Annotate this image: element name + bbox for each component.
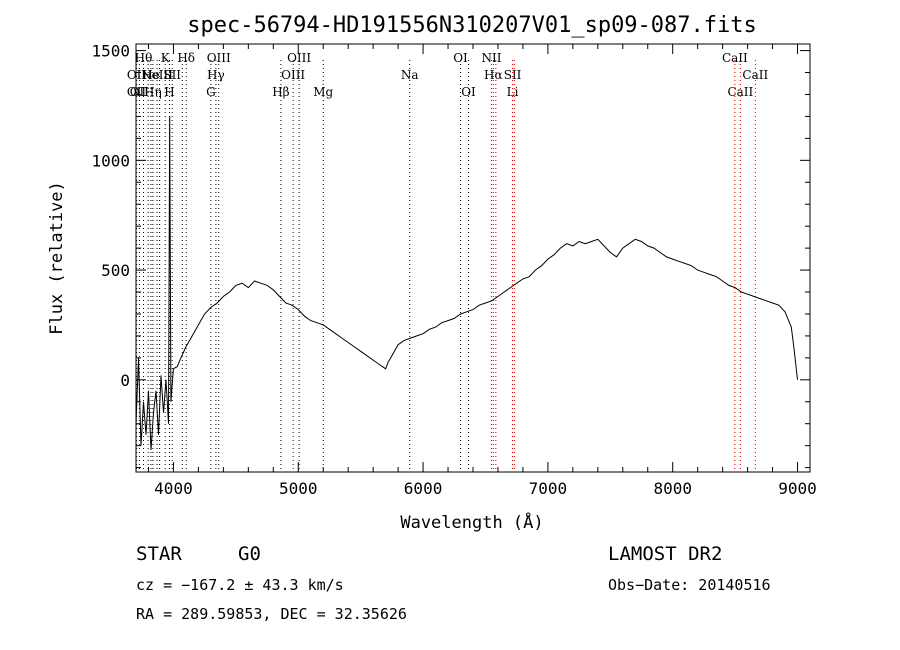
spectral-line-label: Li xyxy=(507,85,519,99)
plot-frame xyxy=(135,43,811,473)
spectral-line-label: G xyxy=(206,85,216,99)
redshift-velocity: cz = −167.2 ± 43.3 km/s xyxy=(136,576,344,594)
spectral-line-label: Na xyxy=(401,68,419,82)
spectral-line-label: Hθ xyxy=(135,51,153,65)
spectral-line-label: OIII xyxy=(207,51,231,65)
spectral-line-label: Hβ xyxy=(272,85,289,99)
y-axis-label: Flux (relative) xyxy=(47,181,67,335)
x-tick-label: 6000 xyxy=(404,479,443,498)
spectral-subclass: G0 xyxy=(238,543,261,565)
spectral-line-label: H xyxy=(164,85,174,99)
spectral-line-label: OII xyxy=(127,68,147,82)
x-tick-label: 9000 xyxy=(778,479,817,498)
spectrum-series-line xyxy=(135,116,798,451)
spectral-line-label: He xyxy=(142,68,160,82)
spectral-line-label: Hδ xyxy=(177,51,195,65)
spectral-line-label: NII xyxy=(481,51,501,65)
spectral-line-labels: OIIOIIOIIHθHeHηNeIIIKHSIIHδGHγOIIIHβOIII… xyxy=(127,51,769,99)
object-type: STAR xyxy=(136,543,182,565)
spectral-line-label: OI xyxy=(461,85,476,99)
spectral-line-label: NeIII xyxy=(141,68,173,82)
x-tick-label: 8000 xyxy=(653,479,692,498)
spectral-line-label: CaII xyxy=(742,68,768,82)
spectral-line-label: CaII xyxy=(727,85,753,99)
spectral-line-label: K xyxy=(161,51,171,65)
spectral-line-label: Hη xyxy=(144,85,162,99)
spectral-line-label: SII xyxy=(504,68,522,82)
spectral-line-label: Hα xyxy=(484,68,503,82)
spectral-line-label: OIII xyxy=(287,51,311,65)
chart-title: spec-56794-HD191556N310207V01_sp09-087.f… xyxy=(187,13,757,38)
spectral-line-label: Hγ xyxy=(207,68,225,82)
axis-ticks: 4000 5000 6000 7000 8000 9000 0 500 1000 1500 xyxy=(91,42,816,498)
y-tick-label: 1500 xyxy=(91,42,130,61)
x-tick-label: 7000 xyxy=(529,479,568,498)
spectral-line-label: OI xyxy=(453,51,468,65)
spectral-line-markers xyxy=(135,60,756,472)
sky-coordinates: RA = 289.59853, DEC = 32.35626 xyxy=(136,605,407,623)
x-axis-label: Wavelength (Å) xyxy=(400,511,543,533)
y-tick-label: 500 xyxy=(101,261,130,280)
observation-date: Obs−Date: 20140516 xyxy=(608,576,771,594)
spectral-line-label: Mg xyxy=(313,85,333,99)
spectral-line-label: SII xyxy=(163,68,181,82)
y-tick-label: 0 xyxy=(120,371,130,390)
spectral-line-label: OIII xyxy=(281,68,305,82)
spectral-line-label: OII xyxy=(130,85,150,99)
spectral-line-label: OII xyxy=(127,85,147,99)
spectral-line-label: CaII xyxy=(722,51,748,65)
survey-name: LAMOST DR2 xyxy=(608,543,723,565)
y-tick-label: 1000 xyxy=(91,151,130,170)
x-tick-label: 4000 xyxy=(154,479,193,498)
x-tick-label: 5000 xyxy=(279,479,318,498)
